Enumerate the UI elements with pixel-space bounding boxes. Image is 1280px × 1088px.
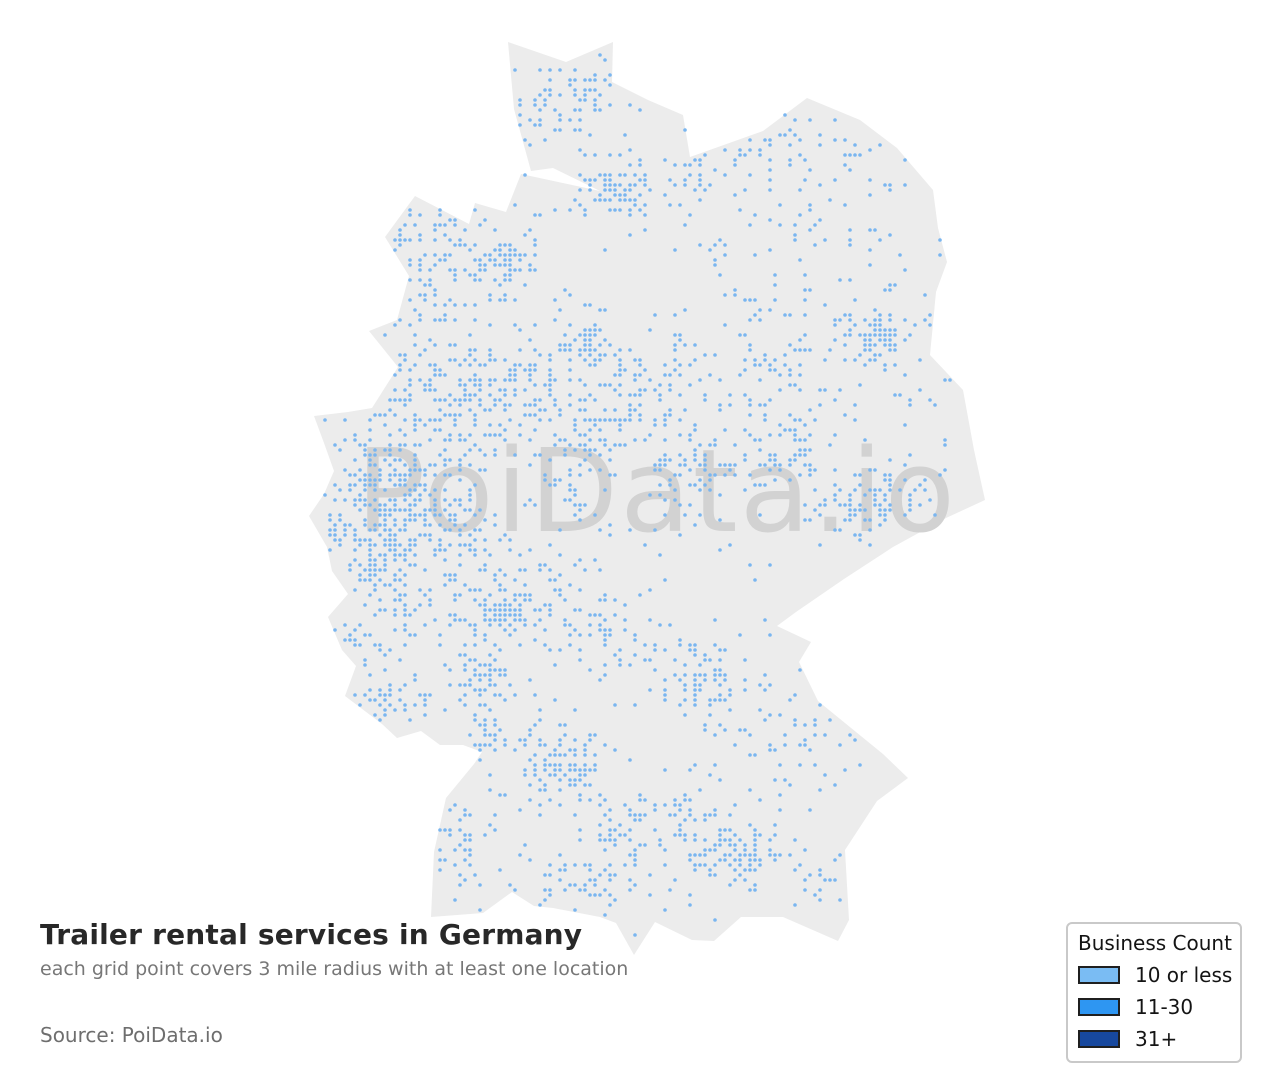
source-note: Source: PoiData.io xyxy=(40,1023,223,1047)
legend-label-high: 31+ xyxy=(1135,1027,1178,1051)
dot-layer xyxy=(323,53,952,937)
legend-item-low: 10 or less xyxy=(1078,963,1233,987)
germany-outline xyxy=(309,42,985,955)
legend-swatch-low-icon xyxy=(1078,966,1120,984)
chart-subtitle: each grid point covers 3 mile radius wit… xyxy=(40,958,629,980)
legend-swatch-high-icon xyxy=(1078,1030,1120,1048)
legend-label-low: 10 or less xyxy=(1135,963,1233,987)
legend-label-mid: 11-30 xyxy=(1135,995,1194,1019)
chart-title: Trailer rental services in Germany xyxy=(40,918,583,951)
watermark-text: PoiData.io xyxy=(356,425,957,559)
legend-swatch-mid-icon xyxy=(1078,998,1120,1016)
legend-box: Business Count 10 or less 11-30 31+ xyxy=(1066,922,1242,1063)
legend-item-high: 31+ xyxy=(1078,1027,1230,1051)
legend-item-mid: 11-30 xyxy=(1078,995,1230,1019)
legend-title: Business Count xyxy=(1078,931,1232,955)
